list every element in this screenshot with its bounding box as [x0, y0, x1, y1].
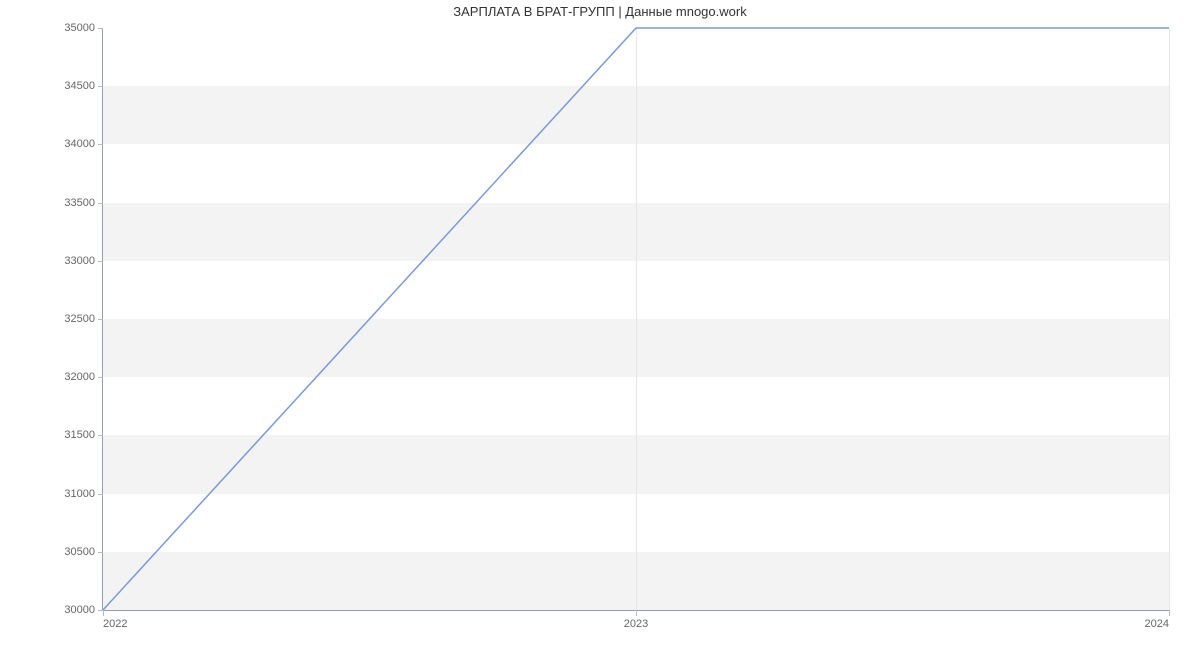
x-tick-label: 2023 [624, 618, 648, 630]
y-tick-mark [98, 319, 103, 320]
y-tick-label: 30500 [64, 546, 95, 558]
x-tick-label: 2022 [103, 618, 127, 630]
y-tick-mark [98, 552, 103, 553]
y-tick-label: 34000 [64, 138, 95, 150]
y-tick-label: 35000 [64, 22, 95, 34]
y-tick-mark [98, 494, 103, 495]
line-layer [103, 28, 1169, 610]
x-tick-mark [1169, 610, 1170, 616]
x-gridline [1169, 28, 1170, 610]
chart-container: ЗАРПЛАТА В БРАТ-ГРУПП | Данные mnogo.wor… [0, 0, 1200, 650]
y-tick-label: 32500 [64, 313, 95, 325]
y-tick-label: 31500 [64, 429, 95, 441]
chart-title: ЗАРПЛАТА В БРАТ-ГРУПП | Данные mnogo.wor… [0, 4, 1200, 19]
x-tick-mark [103, 610, 104, 616]
y-tick-mark [98, 28, 103, 29]
y-tick-label: 30000 [64, 604, 95, 616]
y-tick-mark [98, 261, 103, 262]
y-tick-mark [98, 144, 103, 145]
y-tick-label: 31000 [64, 488, 95, 500]
x-tick-mark [636, 610, 637, 616]
y-tick-label: 33000 [64, 255, 95, 267]
y-tick-mark [98, 86, 103, 87]
plot-area: 3000030500310003150032000325003300033500… [102, 28, 1169, 611]
y-tick-mark [98, 377, 103, 378]
y-tick-mark [98, 435, 103, 436]
y-tick-label: 33500 [64, 197, 95, 209]
y-tick-label: 32000 [64, 371, 95, 383]
y-tick-label: 34500 [64, 80, 95, 92]
x-tick-label: 2024 [1145, 618, 1169, 630]
series-line [103, 28, 1169, 610]
y-tick-mark [98, 203, 103, 204]
